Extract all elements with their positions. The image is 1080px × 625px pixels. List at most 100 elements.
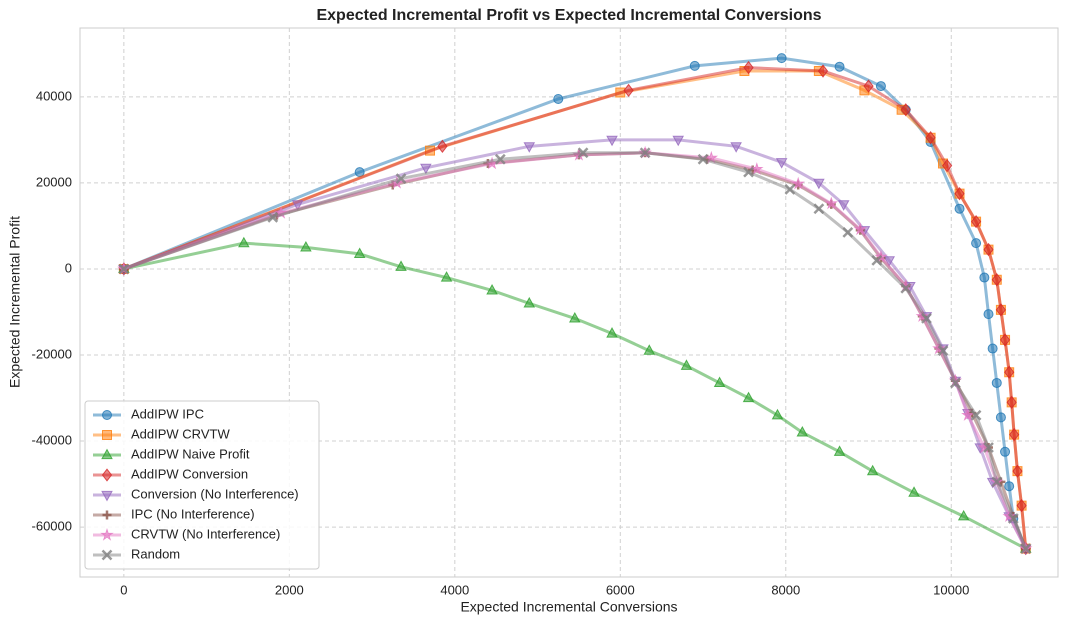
marker: [568, 311, 581, 323]
marker: [954, 186, 965, 201]
marker: [900, 282, 912, 294]
marker: [813, 178, 825, 190]
marker: [420, 163, 432, 175]
series-group: [117, 53, 1033, 556]
marker: [267, 211, 279, 223]
y-tick-label: -20000: [32, 346, 72, 361]
marker: [833, 445, 846, 456]
marker: [971, 238, 982, 249]
marker: [970, 409, 982, 421]
marker: [672, 135, 685, 147]
marker: [606, 327, 618, 338]
y-tick-label: 20000: [36, 174, 72, 189]
marker: [1000, 446, 1011, 457]
marker: [437, 139, 448, 153]
marker: [866, 464, 879, 476]
marker: [101, 448, 113, 460]
marker: [995, 412, 1006, 423]
marker: [102, 430, 112, 440]
marker: [643, 344, 656, 355]
marker: [983, 309, 994, 320]
legend: AddIPW IPC AddIPW CRVTW AddIPW Naive Profi…: [84, 400, 320, 570]
marker: [743, 60, 754, 75]
legend-label: AddIPW Conversion: [131, 466, 248, 481]
marker: [1009, 427, 1020, 442]
marker: [523, 296, 536, 308]
marker: [101, 468, 113, 482]
marker: [1007, 513, 1019, 524]
marker: [979, 272, 990, 283]
y-tick-label: -40000: [32, 432, 72, 447]
marker: [553, 93, 564, 104]
legend-box: [84, 400, 320, 570]
marker: [102, 410, 112, 420]
marker: [791, 176, 805, 190]
marker: [776, 53, 787, 64]
marker: [623, 83, 634, 98]
y-tick-label: -60000: [32, 519, 72, 534]
marker: [1006, 395, 1017, 409]
marker: [238, 236, 250, 248]
x-tick-label: 4000: [440, 582, 469, 597]
marker: [853, 222, 867, 236]
marker: [970, 214, 982, 229]
marker: [291, 200, 304, 211]
marker: [991, 476, 1003, 488]
marker: [713, 376, 726, 388]
marker: [750, 162, 764, 175]
x-axis-label: Expected Incremental Conversions: [460, 599, 677, 615]
marker: [999, 333, 1011, 347]
series: [118, 147, 1032, 554]
legend-label: CRVTW (No Interference): [131, 526, 280, 541]
marker: [941, 159, 953, 173]
marker: [784, 183, 796, 195]
marker: [494, 153, 506, 165]
legend-label: AddIPW CRVTW: [131, 426, 230, 441]
marker: [743, 166, 754, 178]
marker: [824, 196, 839, 210]
marker: [697, 153, 709, 165]
series: [118, 236, 1032, 553]
marker: [1016, 498, 1027, 513]
marker: [101, 549, 113, 561]
marker: [991, 377, 1002, 388]
marker: [771, 408, 784, 420]
marker: [950, 377, 961, 389]
marker: [523, 142, 536, 153]
marker: [1004, 481, 1015, 492]
marker: [118, 263, 130, 275]
marker: [957, 509, 970, 521]
x-tick-label: 8000: [771, 582, 800, 597]
series-line: [123, 56, 1028, 550]
marker: [813, 203, 825, 215]
marker: [1020, 543, 1032, 554]
legend-label: Conversion (No Interference): [131, 486, 299, 501]
marker: [486, 284, 498, 295]
chart-title: Expected Incremental Profit vs Expected …: [316, 7, 821, 24]
marker: [921, 313, 932, 324]
marker: [875, 81, 886, 92]
marker: [606, 135, 618, 147]
legend-label: AddIPW IPC: [131, 406, 204, 421]
marker: [837, 200, 850, 211]
marker: [987, 343, 998, 354]
marker: [395, 173, 407, 184]
marker: [353, 247, 366, 258]
marker: [689, 60, 700, 71]
marker: [983, 242, 994, 257]
marker: [742, 391, 755, 403]
marker: [937, 345, 949, 357]
marker: [908, 486, 920, 497]
marker: [101, 490, 113, 502]
y-tick-label: 0: [65, 260, 72, 275]
marker: [796, 425, 809, 437]
x-tick-label: 2000: [275, 582, 304, 597]
marker: [954, 203, 965, 214]
marker: [883, 256, 896, 267]
legend-label: AddIPW Naive Profit: [131, 446, 250, 461]
legend-label: IPC (No Interference): [131, 506, 255, 521]
marker: [639, 147, 651, 159]
series: [118, 60, 1031, 556]
marker: [925, 131, 936, 145]
